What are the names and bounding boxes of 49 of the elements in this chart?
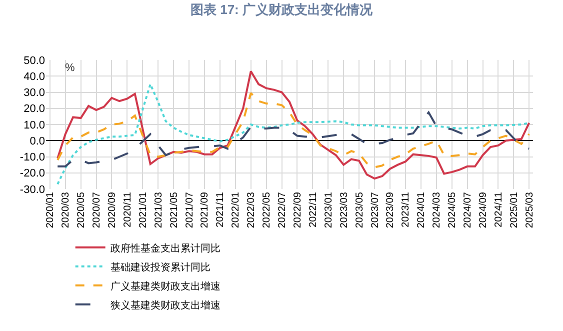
x-tick-label: 2021/07 bbox=[184, 192, 196, 228]
x-tick-label: 2022/01 bbox=[230, 192, 242, 228]
x-tick-label: 2021/01 bbox=[138, 192, 149, 228]
legend-label: 狭义基建类财政支出增速 bbox=[110, 299, 220, 312]
x-tick-label: 2021/03 bbox=[153, 192, 164, 228]
x-tick-label: 2020/01 bbox=[45, 192, 56, 228]
line-series bbox=[56, 70, 530, 180]
x-tick-label: 2025/03 bbox=[524, 192, 536, 228]
x-tick-label: 2023/05 bbox=[354, 192, 366, 228]
x-tick-label: 2024/09 bbox=[478, 192, 489, 228]
x-tick-label: 2023/07 bbox=[370, 192, 381, 228]
x-tick-label: 2024/07 bbox=[462, 192, 474, 228]
x-tick-label: 2020/07 bbox=[92, 192, 102, 228]
x-tick-label: 2023/09 bbox=[385, 192, 396, 228]
y-tick-label: 20.0 bbox=[24, 103, 45, 116]
y-tick-label: 0.0 bbox=[30, 135, 45, 148]
y-tick-label: 10.0 bbox=[24, 119, 45, 132]
y-tick-label: 40.0 bbox=[24, 70, 45, 83]
x-tick-label: 2024/05 bbox=[447, 192, 458, 228]
x-tick-label: 2022/11 bbox=[308, 192, 319, 228]
y-tick-label: 30.0 bbox=[24, 87, 45, 100]
x-tick-label: 2022/03 bbox=[246, 192, 258, 228]
x-tick-label: 2020/05 bbox=[76, 192, 88, 228]
x-tick-label: 2020/03 bbox=[60, 192, 72, 228]
legend-label: 广义基建类财政支出增速 bbox=[110, 280, 220, 292]
x-tick-label: 2024/01 bbox=[416, 192, 428, 228]
x-tick-label: 2025/01 bbox=[508, 192, 520, 228]
x-tick-label: 2022/05 bbox=[262, 192, 273, 228]
x-tick-label: 2021/05 bbox=[168, 192, 180, 228]
x-tick-label: 2020/11 bbox=[122, 192, 134, 228]
y-axis-title: % bbox=[65, 62, 75, 74]
line-series bbox=[56, 92, 530, 168]
y-tick-label: -20.0 bbox=[20, 168, 45, 180]
x-tick-label: 2024/03 bbox=[432, 192, 443, 228]
x-tick-label: 2020/09 bbox=[106, 192, 118, 228]
x-tick-label: 2023/03 bbox=[338, 192, 350, 228]
chart-title: 图表 17: 广义财政支出变化情况 bbox=[190, 2, 374, 18]
x-tick-label: 2022/07 bbox=[277, 192, 288, 228]
x-tick-label: 2022/09 bbox=[292, 192, 304, 228]
y-tick-label: -10.0 bbox=[20, 152, 45, 164]
legend-label: 基础建设投资累计同比 bbox=[110, 261, 210, 274]
x-tick-label: 2023/11 bbox=[400, 192, 412, 228]
y-tick-label: 50.0 bbox=[24, 54, 45, 67]
x-tick-label: 2023/01 bbox=[323, 192, 334, 228]
x-tick-label: 2021/09 bbox=[200, 192, 211, 228]
legend-label: 政府性基金支出累计同比 bbox=[110, 242, 220, 254]
y-tick-label: -30.0 bbox=[20, 184, 45, 196]
x-tick-label: 2024/11 bbox=[493, 192, 504, 228]
x-tick-label: 2021/11 bbox=[215, 192, 226, 228]
